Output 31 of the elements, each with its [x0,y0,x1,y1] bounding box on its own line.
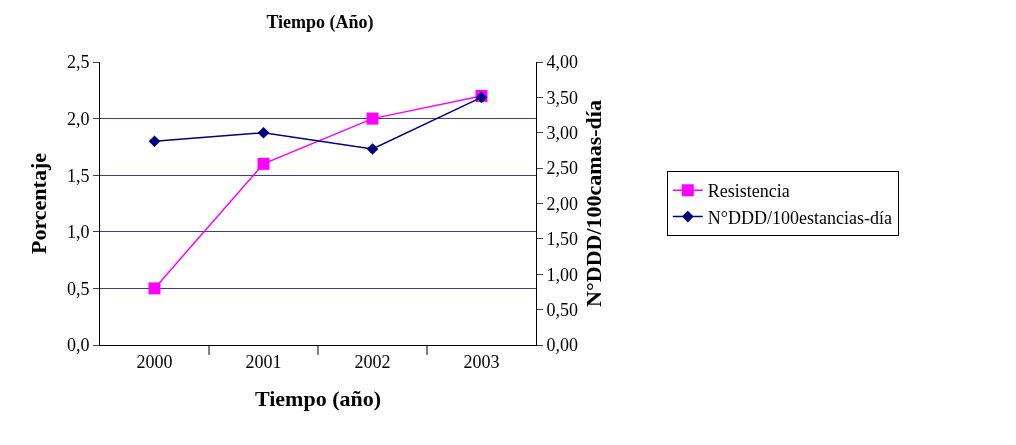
y-tick-label: 0,0 [66,335,90,356]
y-tick-label: 0,5 [66,278,90,299]
y2-tick-label: 3,50 [546,87,579,108]
y-axis-title: Porcentaje [26,152,51,254]
y2-tick-label: 0,00 [546,335,579,356]
y2-tick-label: 0,50 [546,299,579,320]
x-tick-label: 2000 [136,351,173,372]
x-tick-label: 2002 [354,351,391,372]
point [366,143,379,155]
y2-axis-title: N°DDD/100camas-día [581,100,606,307]
x-tick-label: 2003 [463,351,500,372]
point [257,126,270,139]
y2-tick-label: 1,00 [546,264,579,285]
point [257,157,270,170]
y2-tick-label: 2,50 [546,158,579,179]
chart-title: Tiempo (Año) [266,12,374,34]
x-tick-label: 2001 [245,351,282,372]
point [148,282,161,295]
y-tick-label: 2,0 [66,108,90,129]
legend-label: Resistencia [707,181,790,202]
legend-label: N°DDD/100estancias-día [707,207,892,228]
y-tick-label: 2,5 [66,52,90,73]
point [366,112,379,125]
point [148,135,161,148]
y2-tick-label: 4,00 [546,52,579,73]
x-axis-title: Tiempo (año) [254,386,382,412]
y2-tick-label: 3,00 [546,123,579,144]
y2-tick-label: 1,50 [546,229,579,250]
y-tick-label: 1,5 [66,165,90,186]
y2-tick-label: 2,00 [546,193,579,214]
y-tick-label: 1,0 [66,222,90,243]
